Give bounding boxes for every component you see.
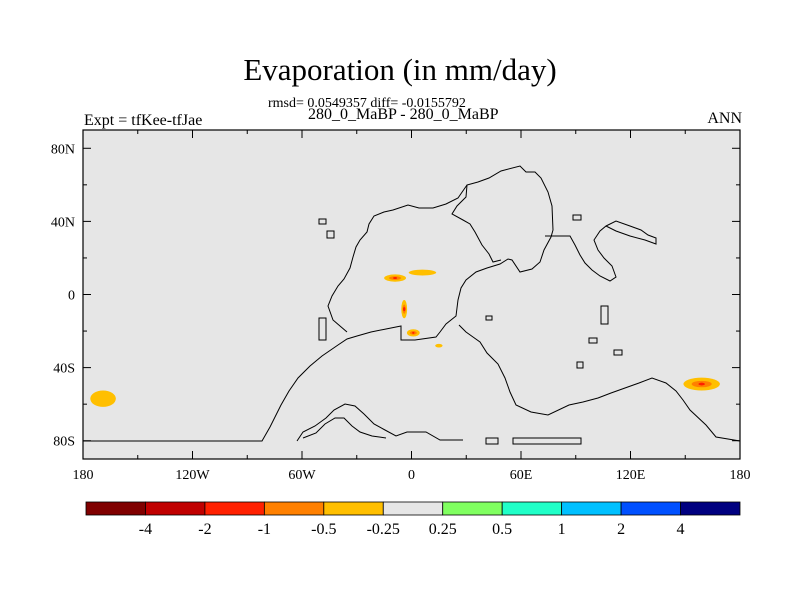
colorbar-label: -0.25 <box>367 521 400 538</box>
coastline <box>296 403 463 442</box>
x-tick-label: 0 <box>408 468 415 483</box>
coastline <box>485 437 499 445</box>
coastline <box>613 349 623 356</box>
colorbar-swatch <box>382 501 444 516</box>
colorbar-label: -4 <box>139 521 152 538</box>
y-tick-label: 80S <box>53 435 75 450</box>
coastline <box>600 305 609 325</box>
colorbar-swatch <box>204 501 265 516</box>
colorbar-swatch <box>263 501 325 516</box>
experiment-label: Expt = tfKee-tfJae <box>84 112 203 129</box>
colorbar-swatch <box>501 501 563 516</box>
colorbar-swatch <box>442 501 503 516</box>
anomaly-blob-center <box>412 331 415 334</box>
y-tick-label: 0 <box>68 289 75 304</box>
colorbar-swatch <box>620 501 681 516</box>
coastline <box>576 361 584 369</box>
x-tick-label: 60W <box>288 468 316 483</box>
y-tick-label: 40N <box>51 215 75 230</box>
coastline <box>327 184 468 333</box>
season-label: ANN <box>707 110 742 127</box>
coastline <box>302 417 387 439</box>
colorbar-label: -2 <box>198 521 211 538</box>
map-background <box>83 130 740 459</box>
x-tick-label: 120E <box>616 468 646 483</box>
x-tick-label: 180 <box>730 468 751 483</box>
colorbar-label: 0.5 <box>492 521 512 538</box>
anomaly-blob-center <box>393 277 398 280</box>
x-tick-label: 120W <box>175 468 210 483</box>
x-tick-label: 180 <box>73 468 94 483</box>
anomaly-blob-center <box>698 382 705 386</box>
colorbar-label: -1 <box>258 521 271 538</box>
anomaly-blob <box>435 343 443 348</box>
stats-line: rmsd= 0.0549357 diff= -0.0155792 <box>268 96 466 111</box>
coastline <box>512 437 582 445</box>
coastline <box>83 165 554 442</box>
coastline <box>485 315 493 321</box>
coastline <box>572 214 582 221</box>
chart-title: Evaporation (in mm/day) <box>243 52 557 87</box>
colorbar-swatch <box>323 501 384 516</box>
colorbar-swatch <box>561 501 622 516</box>
x-tick-label: 60E <box>510 468 533 483</box>
anomaly-blob-center <box>403 307 406 312</box>
coastline <box>458 324 741 442</box>
colorbar-swatch <box>85 501 146 516</box>
y-tick-label: 40S <box>53 362 75 377</box>
coastline <box>326 230 335 239</box>
coastline <box>588 337 598 344</box>
colorbar-label: 2 <box>617 521 625 538</box>
coastline <box>318 317 327 341</box>
colorbar-label: 1 <box>558 521 566 538</box>
coastline <box>318 218 327 225</box>
experiment-names: 280_0_MaBP - 280_0_MaBP <box>308 106 499 123</box>
colorbar-label: 4 <box>677 521 685 538</box>
colorbar-swatch <box>145 501 206 516</box>
colorbar-label: -0.5 <box>311 521 336 538</box>
y-tick-label: 80N <box>51 142 75 157</box>
anomaly-blob <box>90 390 116 407</box>
colorbar-label: 0.25 <box>429 521 457 538</box>
colorbar-swatch <box>680 501 741 516</box>
anomaly-blob <box>408 269 437 276</box>
coastline <box>545 220 657 282</box>
